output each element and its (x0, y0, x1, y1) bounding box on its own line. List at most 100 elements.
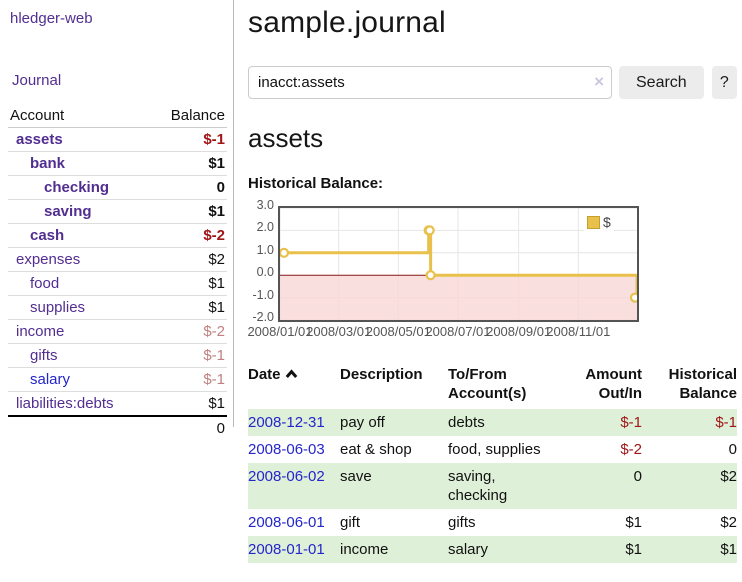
account-row-expenses: expenses $2 (8, 247, 227, 272)
account-balance: $2 (150, 247, 227, 272)
search-box: × (248, 66, 612, 99)
account-balance: $1 (150, 271, 227, 296)
legend-label: $ (603, 214, 611, 230)
x-tick-label: 2008/03/01 (306, 324, 372, 339)
transaction-date-link[interactable]: 2008-01-01 (248, 541, 325, 558)
search-button[interactable]: Search (619, 66, 704, 99)
transaction-balance: 0 (728, 441, 737, 458)
table-row: 2008-01-01 income salary $1 $1 (248, 536, 737, 563)
account-balance: $1 (150, 295, 227, 320)
legend-swatch-icon (587, 215, 600, 229)
sidebar-item-journal[interactable]: Journal (12, 72, 62, 89)
account-row-liabilities-debts: liabilities:debts $1 (8, 391, 227, 417)
account-balance: $1 (150, 199, 227, 224)
x-tick-label: 2008/09/01 (486, 324, 552, 339)
y-tick-label: 0.0 (256, 265, 274, 280)
account-link-bank[interactable]: bank (30, 155, 66, 172)
account-row-saving: saving $1 (8, 199, 227, 224)
account-link-cash[interactable]: cash (30, 227, 65, 244)
account-row-food: food $1 (8, 271, 227, 296)
sidebar-divider (233, 0, 234, 427)
transaction-balance: $2 (720, 514, 737, 531)
account-link-liabilities-debts[interactable]: liabilities:debts (16, 395, 114, 412)
account-row-assets: assets $-1 (8, 127, 227, 152)
transaction-balance: $2 (720, 468, 737, 485)
transaction-date-link[interactable]: 2008-06-02 (248, 468, 325, 485)
account-link-income[interactable]: income (16, 323, 65, 340)
accounts-table: Account Balance assets $-1 bank $1 check… (8, 104, 227, 440)
col-date[interactable]: Date (248, 363, 340, 409)
search-input[interactable] (248, 66, 612, 99)
transaction-balance: $-1 (715, 414, 737, 431)
accounts-col-account: Account (8, 104, 151, 128)
table-row: 2008-06-01 gift gifts $1 $2 (248, 509, 737, 536)
table-row: 2008-06-02 save saving, checking 0 $2 (248, 463, 737, 509)
register-table: Date Description To/From Account(s) Amou… (248, 363, 737, 563)
transaction-balance: $1 (720, 541, 737, 558)
account-row-income: income $-2 (8, 319, 227, 344)
transaction-accounts: food, supplies (448, 441, 541, 458)
account-link-expenses[interactable]: expenses (16, 251, 81, 268)
account-balance: 0 (150, 175, 227, 200)
x-tick-label: 2008/07/01 (425, 324, 491, 339)
transaction-description: gift (340, 514, 361, 531)
chart-title: Historical Balance: (248, 175, 384, 192)
account-row-cash: cash $-2 (8, 223, 227, 248)
account-balance: $-1 (150, 367, 227, 392)
account-balance: $-1 (150, 127, 227, 152)
account-row-salary: salary $-1 (8, 367, 227, 392)
transaction-amount: $1 (625, 514, 642, 531)
account-link-checking[interactable]: checking (44, 179, 110, 196)
col-accounts: To/From Account(s) (448, 366, 527, 402)
transaction-description: eat & shop (340, 441, 412, 458)
y-tick-label: 3.0 (256, 198, 274, 212)
account-link-supplies[interactable]: supplies (30, 299, 86, 316)
account-row-gifts: gifts $-1 (8, 343, 227, 368)
transaction-description: pay off (340, 414, 385, 431)
historical-balance-chart: 3.0 2.0 1.0 0.0 -1.0 -2.0 2008/01/01 2008/03/0… (247, 198, 737, 343)
account-link-saving[interactable]: saving (44, 203, 92, 220)
transaction-amount: $1 (625, 541, 642, 558)
register-header-row: Date Description To/From Account(s) Amou… (248, 363, 737, 409)
page-title: sample.journal (248, 6, 446, 39)
app-title[interactable]: hledger-web (10, 10, 93, 27)
y-tick-label: -2.0 (252, 310, 274, 324)
y-tick-label: 1.0 (256, 242, 274, 257)
col-amount: Amount Out/In (585, 366, 642, 402)
account-heading: assets (248, 123, 324, 153)
col-balance: Historical Balance (668, 366, 737, 402)
account-link-gifts[interactable]: gifts (30, 347, 58, 364)
sidebar: hledger-web Journal Account Balance asse… (0, 0, 233, 440)
table-row: 2008-12-31 pay off debts $-1 $-1 (248, 409, 737, 436)
transaction-date-link[interactable]: 2008-06-03 (248, 441, 325, 458)
transaction-amount: $-1 (620, 414, 642, 431)
y-tick-label: -1.0 (252, 287, 274, 302)
account-link-salary[interactable]: salary (30, 371, 71, 388)
account-balance: $-2 (150, 223, 227, 248)
transaction-date-link[interactable]: 2008-06-01 (248, 514, 325, 531)
col-description: Description (340, 366, 423, 383)
transaction-accounts: saving, checking (448, 468, 508, 504)
transaction-accounts: salary (448, 541, 489, 558)
transaction-accounts: debts (448, 414, 485, 431)
x-tick-label: 2008/11/01 (546, 324, 611, 339)
y-tick-label: 2.0 (256, 220, 274, 235)
account-row-supplies: supplies $1 (8, 295, 227, 320)
accounts-total-row: 0 (8, 415, 227, 440)
main-content: sample.journal × Search ? assets Histori… (247, 0, 737, 563)
transaction-date-link[interactable]: 2008-12-31 (248, 414, 325, 431)
account-balance: $1 (150, 151, 227, 176)
account-row-checking: checking 0 (8, 175, 227, 200)
chart-plot-area[interactable] (278, 206, 639, 322)
accounts-col-balance: Balance (150, 104, 227, 128)
account-balance: $-2 (150, 319, 227, 344)
clear-search-icon[interactable]: × (594, 72, 604, 91)
account-link-assets[interactable]: assets (16, 131, 63, 148)
x-tick-label: 2008/01/01 (247, 324, 313, 339)
account-link-food[interactable]: food (30, 275, 60, 292)
transaction-amount: $-2 (620, 441, 642, 458)
chart-legend: $ (584, 213, 614, 231)
search-form: × Search ? (248, 66, 737, 99)
transaction-accounts: gifts (448, 514, 476, 531)
help-button[interactable]: ? (711, 66, 737, 99)
